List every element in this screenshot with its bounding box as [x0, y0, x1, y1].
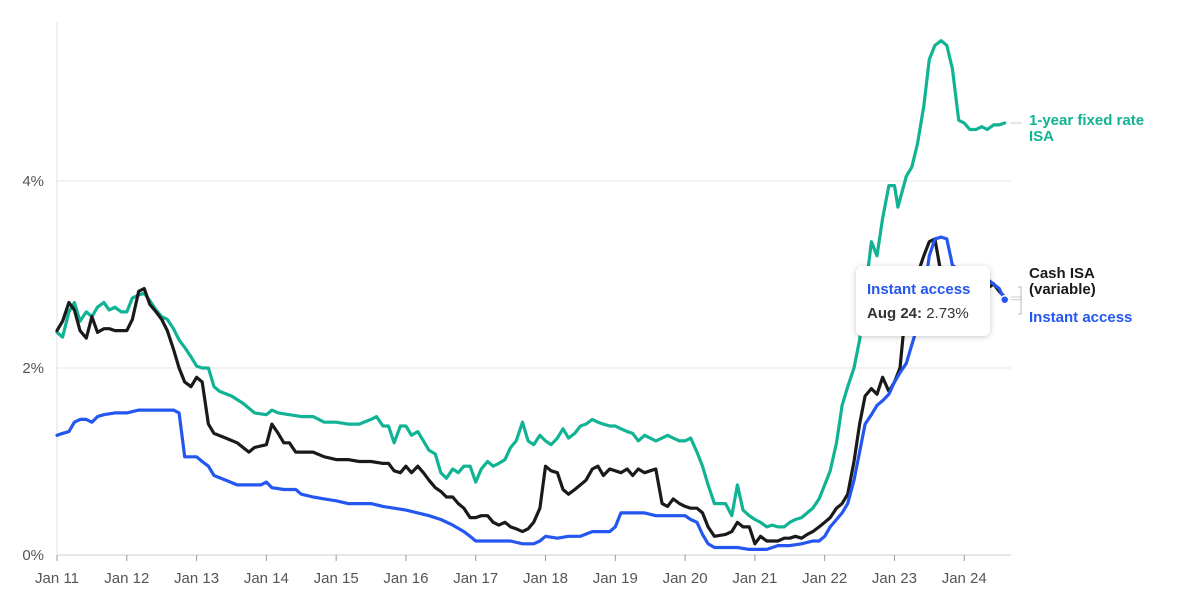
series-labels: 1-year fixed rate ISA Cash ISA (variable) In… [999, 112, 1144, 326]
x-tick-label: Jan 14 [244, 570, 289, 587]
x-axis: Jan 11 Jan 12 Jan 13 Jan 14 Jan 15 Jan 16 Jan … [35, 555, 987, 587]
series-lines [55, 39, 1007, 551]
x-tick-label: Jan 13 [174, 570, 219, 587]
x-tick-label: Jan 11 [35, 570, 79, 587]
fixed-rate-isa-line[interactable] [55, 39, 1007, 529]
x-tick-label: Jan 23 [872, 570, 917, 587]
x-tick-label: Jan 15 [314, 570, 359, 587]
x-tick-label: Jan 22 [802, 570, 847, 587]
x-tick-label: Jan 20 [663, 570, 708, 587]
cash-isa-variable-label: Cash ISA (variable) [1029, 265, 1096, 298]
y-tick-label: 4% [22, 173, 44, 190]
hover-point-marker [999, 294, 1010, 305]
hover-tooltip: Instant access Aug 24: 2.73% [856, 266, 990, 336]
tooltip-date: Aug 24: [867, 305, 923, 322]
fixed-rate-isa-label: 1-year fixed rate ISA [1029, 112, 1144, 145]
tooltip-value-row: Aug 24: 2.73% [867, 305, 969, 322]
x-tick-label: Jan 16 [383, 570, 428, 587]
cash-isa-variable-line[interactable] [55, 237, 1007, 546]
y-tick-label: 2% [22, 360, 44, 377]
tooltip-value: 2.73% [926, 305, 969, 322]
series-label-line: Instant access [1029, 309, 1132, 326]
instant-access-label: Instant access [1029, 309, 1132, 326]
y-tick-label: 0% [22, 547, 44, 564]
x-tick-label: Jan 18 [523, 570, 568, 587]
x-tick-label: Jan 12 [104, 570, 149, 587]
series-label-line: ISA [1029, 128, 1054, 145]
instant-access-line[interactable] [55, 235, 1007, 551]
label-bracket [1018, 286, 1022, 315]
x-tick-label: Jan 19 [593, 570, 638, 587]
series-label-line: (variable) [1029, 281, 1096, 298]
x-tick-label: Jan 17 [453, 570, 498, 587]
series-label-line: Cash ISA [1029, 265, 1095, 282]
y-gridlines: 0% 2% 4% [22, 173, 1011, 564]
tooltip-series-name: Instant access [867, 281, 971, 298]
series-label-line: 1-year fixed rate [1029, 112, 1144, 129]
x-tick-label: Jan 21 [732, 570, 777, 587]
x-tick-label: Jan 24 [942, 570, 987, 587]
